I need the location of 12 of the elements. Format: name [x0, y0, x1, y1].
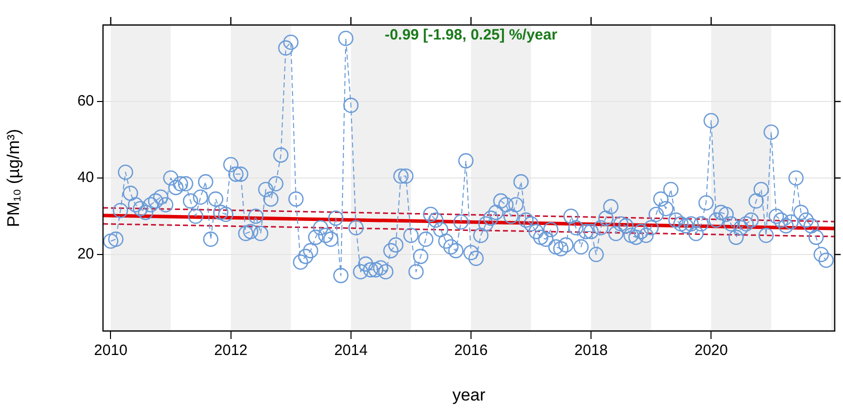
y-tick-label: 60: [77, 92, 94, 110]
y-tick-label: 40: [77, 169, 94, 186]
y-tick-label: 20: [77, 246, 94, 263]
x-tick-label: 2016: [454, 342, 488, 360]
x-tick-label: 2014: [334, 342, 368, 360]
x-tick-label: 2018: [574, 342, 608, 360]
y-axis-title: PM₁₀ (µg/m³): [4, 128, 23, 228]
x-tick-label: 2010: [94, 342, 128, 360]
x-tick-label: 2020: [694, 342, 728, 360]
x-axis-title: year: [452, 385, 486, 404]
annotation: -0.99 [-1.98, 0.25] %/year: [384, 26, 558, 44]
x-tick-label: 2012: [214, 342, 248, 360]
